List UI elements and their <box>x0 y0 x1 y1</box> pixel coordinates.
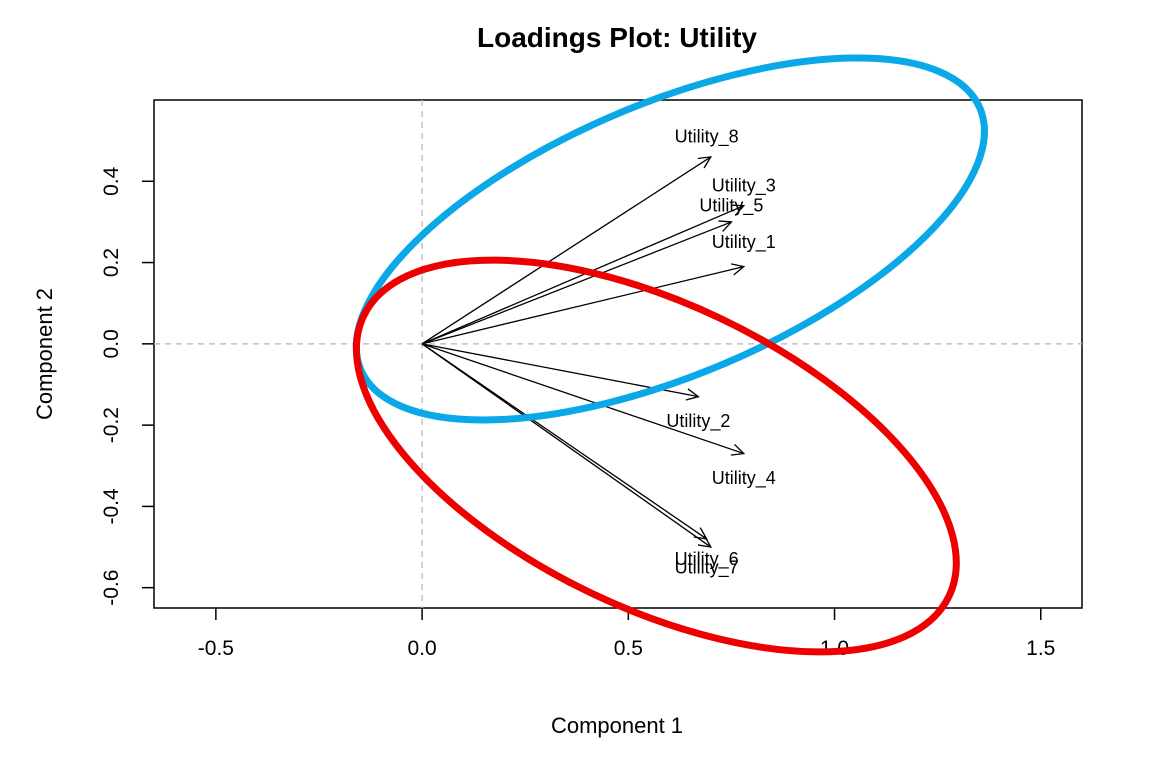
x-tick-label: 0.5 <box>614 637 643 660</box>
arrow-label: Utility_6 <box>675 549 739 570</box>
arrow-shaft <box>421 221 732 345</box>
arrow-label: Utility_7 <box>675 557 739 578</box>
loading-arrow: Utility_1 <box>421 232 776 345</box>
reference-lines <box>154 100 1082 608</box>
x-axis: -0.5 0.0 0.5 1.0 1.5 <box>198 608 1055 660</box>
arrow-shaft <box>421 343 712 548</box>
plot-frame <box>153 99 1083 609</box>
loading-arrow: Utility_7 <box>421 343 739 578</box>
red-cluster-ellipse <box>352 256 960 656</box>
arrow-head <box>730 263 746 276</box>
cluster-ellipses <box>352 54 988 656</box>
arrow-shaft <box>421 343 708 540</box>
x-axis-label: Component 1 <box>551 713 683 738</box>
x-tick-label: 1.5 <box>1026 637 1055 660</box>
y-tick-label: -0.2 <box>100 407 123 443</box>
x-tick-label: 0.0 <box>407 637 436 660</box>
y-axis-label: Component 2 <box>32 288 57 420</box>
chart-title: Loadings Plot: Utility <box>477 22 757 53</box>
arrow-label: Utility_1 <box>712 232 776 253</box>
arrow-label: Utility_4 <box>712 468 776 489</box>
arrow-shaft <box>421 265 744 345</box>
loading-arrow: Utility_4 <box>421 343 776 489</box>
y-tick-label: 0.0 <box>100 329 123 358</box>
arrow-head <box>697 156 713 169</box>
arrow-label: Utility_5 <box>699 196 763 217</box>
arrow-head <box>730 443 746 456</box>
arrow-shaft <box>421 343 745 455</box>
y-axis: -0.6 -0.4 -0.2 0.0 0.2 0.4 <box>100 166 154 606</box>
arrow-shaft <box>421 205 745 345</box>
loading-arrow: Utility_3 <box>421 175 776 345</box>
loading-arrow: Utility_8 <box>421 127 739 345</box>
arrow-head <box>697 535 713 548</box>
arrow-label: Utility_8 <box>675 127 739 148</box>
arrow-head <box>685 388 700 401</box>
x-tick-label: -0.5 <box>198 637 234 660</box>
arrow-shaft <box>421 156 712 345</box>
y-tick-label: 0.2 <box>100 248 123 277</box>
y-tick-label: -0.4 <box>100 488 123 525</box>
y-tick-label: -0.6 <box>100 570 123 606</box>
arrow-label: Utility_3 <box>712 175 776 196</box>
y-tick-label: 0.4 <box>100 166 123 196</box>
arrow-head <box>730 204 746 216</box>
arrow-label: Utility_2 <box>666 411 730 432</box>
arrow-head <box>718 220 733 232</box>
loading-arrow: Utility_5 <box>421 196 763 345</box>
